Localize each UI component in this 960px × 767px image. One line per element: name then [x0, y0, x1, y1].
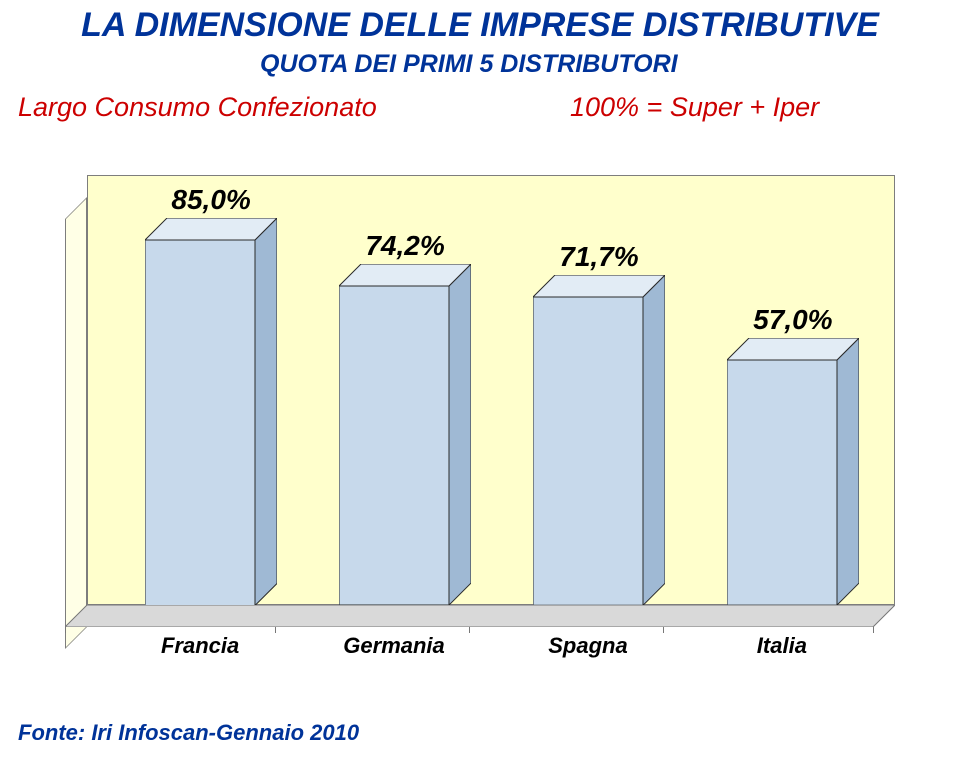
value-label-italia: 57,0% — [753, 304, 832, 336]
source-footnote: Fonte: Iri Infoscan-Gennaio 2010 — [18, 720, 359, 746]
x-tick — [65, 627, 66, 633]
legend-right: 100% = Super + Iper — [570, 92, 819, 123]
legend-left: Largo Consumo Confezionato — [18, 92, 377, 123]
subtitle: QUOTA DEI PRIMI 5 DISTRIBUTORI — [260, 50, 678, 79]
bar-francia — [145, 218, 277, 606]
bar-chart: 85,0%74,2%71,7%57,0% FranciaGermaniaSpag… — [65, 175, 895, 645]
bar-germania — [339, 264, 471, 605]
category-label-germania: Germania — [343, 633, 445, 659]
bar-spagna — [533, 275, 665, 605]
value-label-francia: 85,0% — [171, 184, 250, 216]
category-label-spagna: Spagna — [548, 633, 627, 659]
x-tick — [275, 627, 276, 633]
x-tick — [873, 627, 874, 633]
x-tick — [469, 627, 470, 633]
value-label-germania: 74,2% — [365, 230, 444, 262]
value-label-spagna: 71,7% — [559, 241, 638, 273]
bar-italia — [727, 338, 859, 605]
category-label-francia: Francia — [161, 633, 239, 659]
page-title: LA DIMENSIONE DELLE IMPRESE DISTRIBUTIVE — [0, 6, 960, 45]
category-label-italia: Italia — [757, 633, 807, 659]
x-tick — [663, 627, 664, 633]
